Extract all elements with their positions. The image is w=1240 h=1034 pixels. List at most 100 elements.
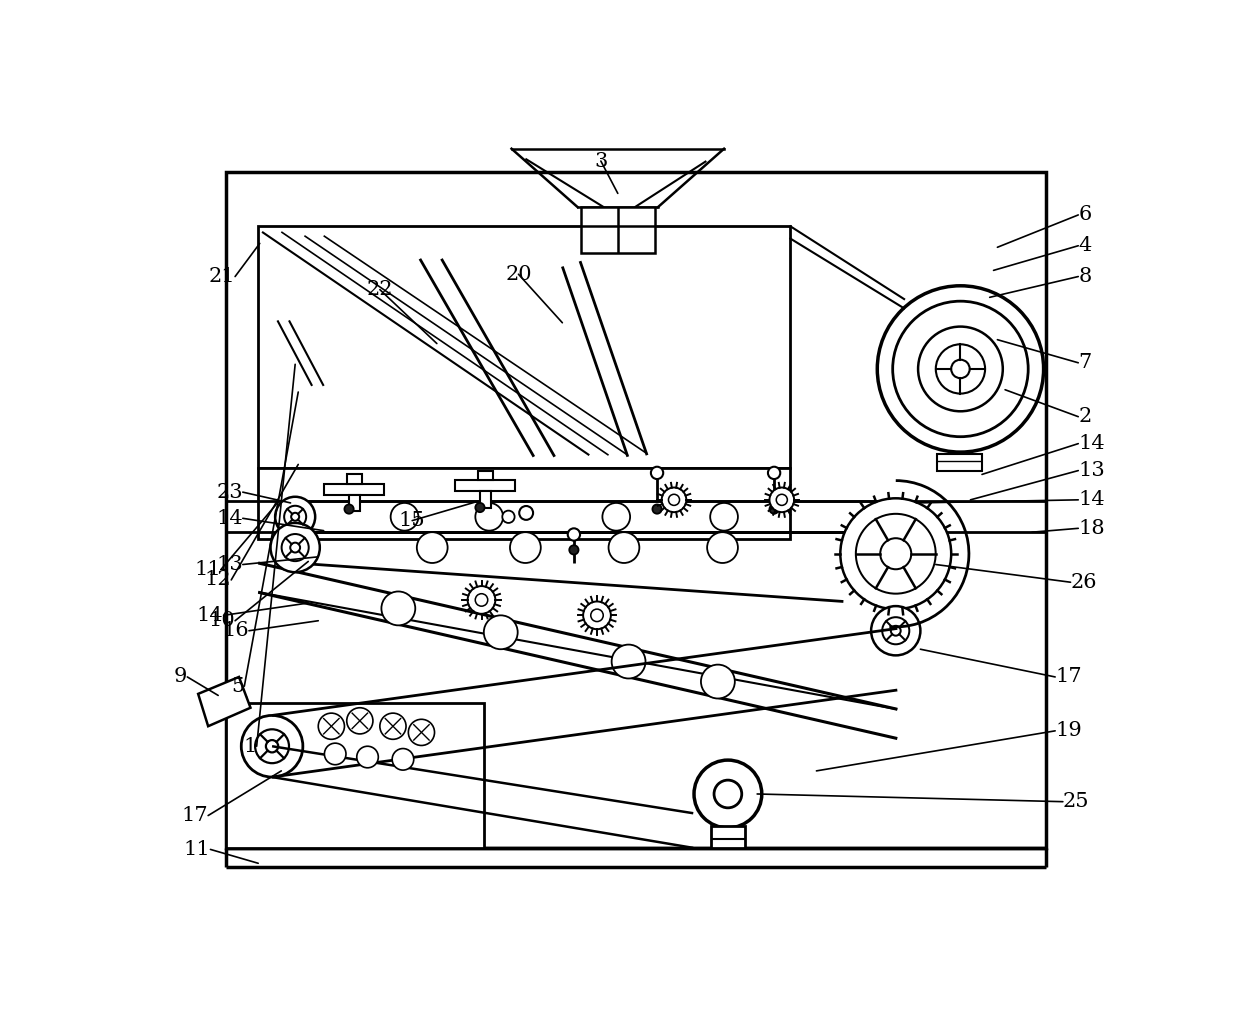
Text: 5: 5 (231, 676, 244, 696)
Circle shape (609, 533, 640, 562)
Circle shape (284, 506, 306, 527)
Circle shape (882, 617, 909, 644)
Bar (226, 172, 1045, 848)
Circle shape (347, 707, 373, 734)
Bar (455, 480, 515, 490)
Text: 12: 12 (205, 571, 231, 589)
Text: 3: 3 (594, 152, 608, 171)
Circle shape (510, 533, 541, 562)
Circle shape (918, 327, 1003, 412)
Text: 17: 17 (1055, 667, 1081, 687)
Circle shape (382, 591, 415, 626)
Circle shape (890, 626, 900, 636)
Text: 4: 4 (1079, 236, 1091, 255)
Circle shape (242, 716, 303, 777)
Circle shape (325, 743, 346, 765)
Text: 25: 25 (1063, 792, 1090, 812)
Circle shape (893, 301, 1028, 436)
Circle shape (291, 513, 299, 521)
Text: 17: 17 (181, 807, 208, 825)
Text: 14: 14 (1079, 434, 1105, 453)
Bar (350, 495, 360, 511)
Circle shape (583, 602, 611, 630)
Circle shape (707, 533, 738, 562)
Circle shape (467, 586, 495, 614)
Circle shape (255, 729, 289, 763)
Text: 7: 7 (1079, 354, 1091, 372)
Circle shape (319, 713, 345, 739)
Bar (324, 485, 383, 495)
Bar (477, 470, 494, 480)
Circle shape (408, 720, 434, 746)
Circle shape (379, 713, 405, 739)
Circle shape (270, 523, 320, 572)
Circle shape (651, 466, 663, 479)
Circle shape (265, 740, 278, 753)
Bar (258, 468, 790, 539)
Circle shape (345, 505, 353, 514)
Circle shape (856, 514, 936, 594)
Bar (258, 225, 790, 468)
Circle shape (877, 285, 1044, 452)
Circle shape (880, 539, 911, 570)
Circle shape (611, 644, 646, 678)
Circle shape (568, 528, 580, 541)
Circle shape (652, 505, 662, 514)
Circle shape (776, 494, 787, 506)
Text: 22: 22 (367, 280, 393, 299)
Text: 15: 15 (399, 511, 425, 530)
Circle shape (417, 533, 448, 562)
Circle shape (711, 503, 738, 530)
Bar (226, 703, 484, 848)
Text: 16: 16 (222, 621, 249, 640)
Bar (711, 826, 745, 848)
Circle shape (668, 494, 680, 506)
Circle shape (694, 760, 761, 828)
Circle shape (391, 503, 418, 530)
Circle shape (770, 487, 794, 512)
Circle shape (590, 609, 603, 621)
Text: 14: 14 (197, 606, 223, 625)
Circle shape (281, 534, 309, 561)
Text: 23: 23 (216, 483, 243, 501)
Circle shape (502, 511, 515, 523)
Text: 2: 2 (1079, 407, 1091, 426)
Text: 21: 21 (208, 267, 236, 286)
Circle shape (392, 749, 414, 770)
Text: 14: 14 (216, 509, 243, 527)
Circle shape (951, 360, 970, 378)
Text: 9: 9 (174, 667, 187, 687)
Circle shape (275, 496, 315, 537)
Text: 13: 13 (216, 555, 243, 574)
Text: 11: 11 (184, 840, 211, 859)
Bar (937, 454, 982, 470)
Circle shape (520, 506, 533, 520)
Circle shape (569, 545, 579, 554)
Text: 18: 18 (1079, 519, 1105, 538)
Circle shape (768, 466, 780, 479)
Bar (480, 490, 491, 508)
Circle shape (603, 503, 630, 530)
Text: 20: 20 (505, 265, 532, 283)
Circle shape (357, 747, 378, 768)
Circle shape (841, 498, 951, 609)
Circle shape (936, 344, 985, 394)
Text: 13: 13 (1079, 461, 1105, 480)
Text: 26: 26 (1070, 573, 1097, 591)
Circle shape (714, 780, 742, 808)
Circle shape (770, 505, 779, 514)
Circle shape (475, 594, 487, 606)
Text: 11: 11 (195, 559, 221, 579)
Text: 1: 1 (243, 737, 257, 756)
Text: 19: 19 (1055, 722, 1081, 740)
Text: 6: 6 (1079, 206, 1091, 224)
Text: 10: 10 (208, 611, 236, 631)
Circle shape (872, 606, 920, 656)
Text: 14: 14 (1079, 490, 1105, 510)
Circle shape (475, 503, 503, 530)
Circle shape (290, 543, 300, 552)
Circle shape (475, 503, 485, 512)
Circle shape (701, 665, 735, 699)
Bar (580, 207, 655, 253)
Polygon shape (198, 677, 250, 726)
